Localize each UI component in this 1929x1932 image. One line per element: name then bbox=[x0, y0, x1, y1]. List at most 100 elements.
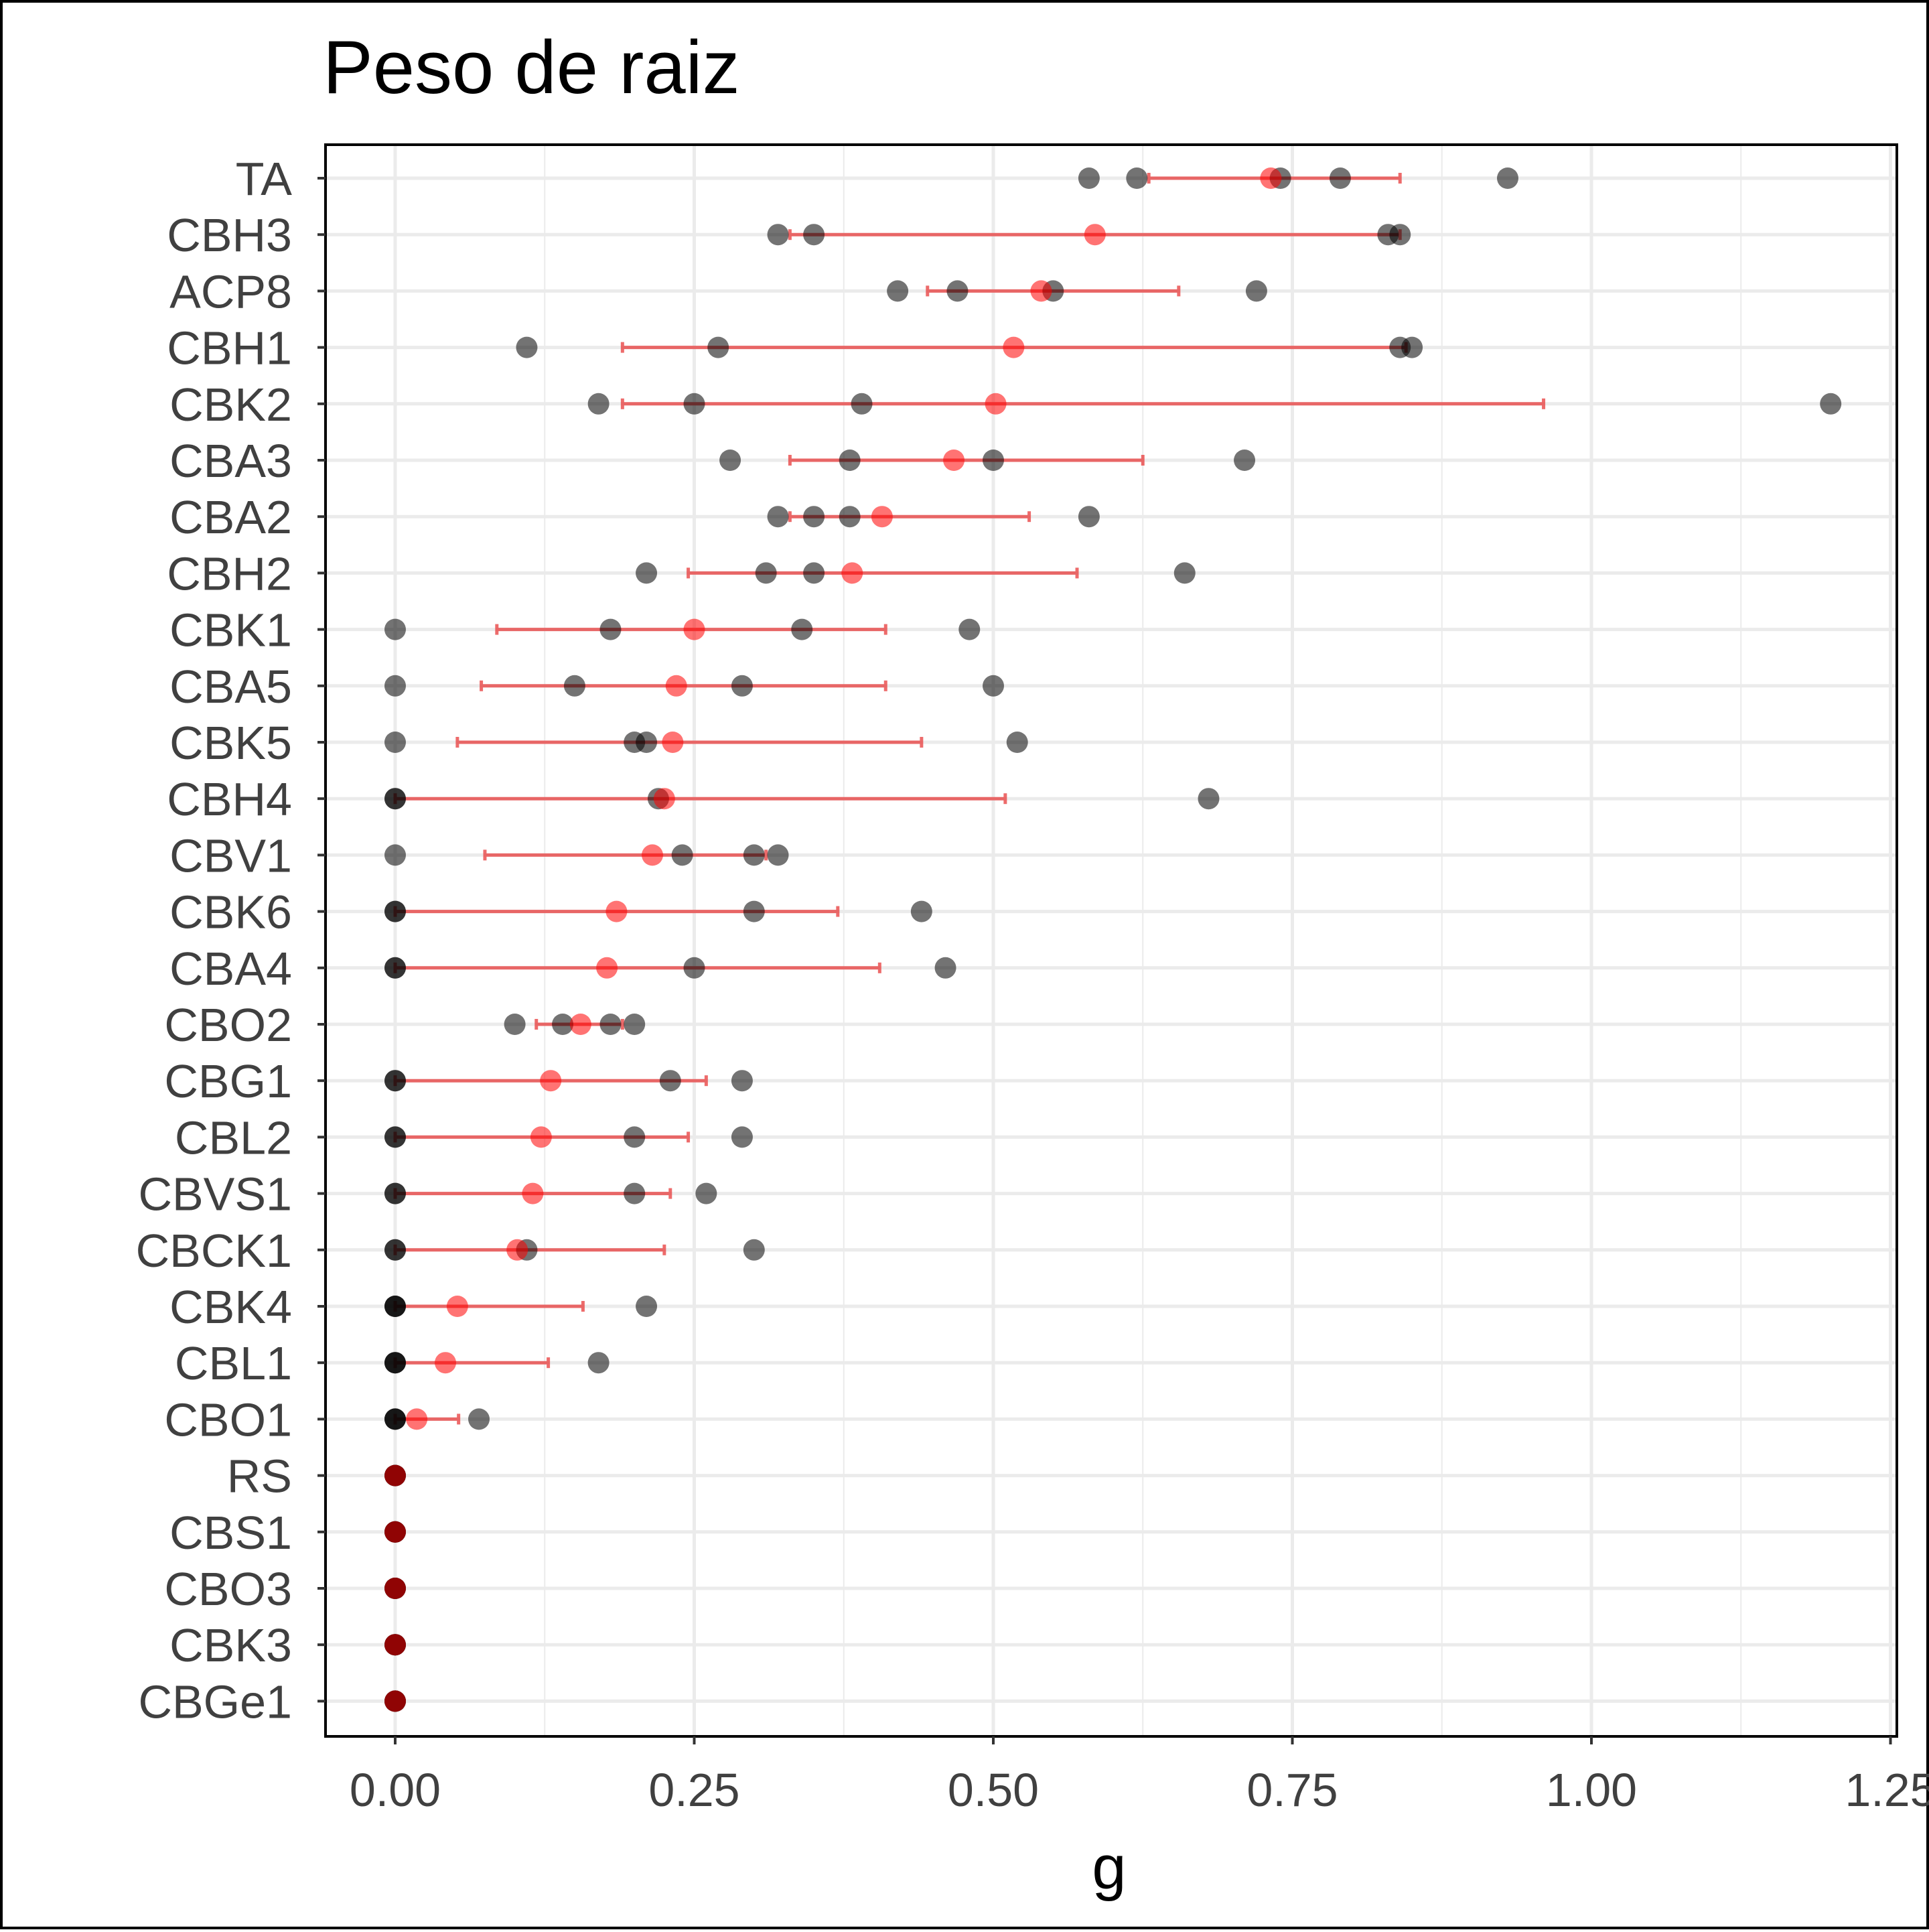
data-point bbox=[1078, 506, 1100, 528]
x-tick-label: 1.25 bbox=[1845, 1764, 1929, 1816]
data-point bbox=[707, 336, 729, 358]
y-tick-label: CBG1 bbox=[164, 1055, 292, 1107]
y-tick-label: CBK4 bbox=[169, 1281, 292, 1333]
data-point bbox=[384, 618, 406, 640]
data-point bbox=[671, 844, 693, 866]
data-point bbox=[719, 450, 741, 471]
mean-point bbox=[641, 844, 663, 866]
y-tick-label: CBA2 bbox=[169, 491, 292, 543]
data-point bbox=[1820, 393, 1842, 415]
mean-point bbox=[1084, 224, 1106, 246]
root-weight-chart: Peso de raiz TACBH3ACP8CBH1CBK2CBA3CBA2C… bbox=[136, 25, 1929, 1902]
error-bar bbox=[620, 398, 1546, 409]
y-tick-label: ACP8 bbox=[169, 265, 292, 318]
data-point bbox=[599, 618, 622, 640]
data-point bbox=[563, 675, 585, 697]
mean-point bbox=[384, 1578, 406, 1599]
data-point bbox=[1078, 167, 1100, 189]
data-point bbox=[695, 1182, 717, 1204]
mean-point bbox=[446, 1296, 468, 1317]
y-tick-label: CBL1 bbox=[175, 1337, 292, 1389]
data-point bbox=[468, 1408, 490, 1430]
y-tick-label: CBH2 bbox=[167, 547, 292, 600]
mean-point bbox=[943, 450, 965, 471]
error-bar bbox=[687, 567, 1079, 579]
mean-point bbox=[384, 1690, 406, 1712]
mean-point bbox=[384, 1521, 406, 1543]
data-point bbox=[839, 506, 861, 528]
y-tick-label: CBVS1 bbox=[138, 1168, 292, 1221]
data-point bbox=[1329, 167, 1351, 189]
data-point bbox=[587, 1352, 610, 1374]
x-tick-label: 0.00 bbox=[350, 1764, 441, 1816]
y-tick-label: CBGe1 bbox=[138, 1675, 292, 1728]
data-point bbox=[384, 1296, 406, 1317]
data-point bbox=[384, 1182, 406, 1204]
data-point bbox=[683, 957, 705, 979]
y-tick-label: CBA4 bbox=[169, 943, 292, 995]
mean-point bbox=[841, 562, 863, 584]
y-tick-label: CBK5 bbox=[169, 717, 292, 769]
data-point bbox=[516, 336, 538, 358]
data-point bbox=[1126, 167, 1148, 189]
mean-point bbox=[653, 788, 675, 810]
data-point bbox=[731, 1070, 753, 1092]
y-tick-label: CBH4 bbox=[167, 773, 292, 825]
y-tick-label: TA bbox=[236, 153, 293, 205]
y-axis-tick-labels: TACBH3ACP8CBH1CBK2CBA3CBA2CBH2CBK1CBA5CB… bbox=[136, 153, 326, 1728]
data-point bbox=[636, 562, 658, 584]
mean-layer bbox=[384, 167, 1282, 1712]
data-point bbox=[384, 1408, 406, 1430]
data-point bbox=[934, 957, 956, 979]
data-point bbox=[743, 844, 765, 866]
y-tick-label: CBO2 bbox=[164, 999, 292, 1051]
x-tick-label: 0.75 bbox=[1246, 1764, 1338, 1816]
mean-point bbox=[1003, 336, 1025, 358]
mean-point bbox=[384, 1464, 406, 1487]
data-point bbox=[731, 1126, 753, 1148]
error-bar bbox=[788, 511, 1031, 523]
data-point bbox=[384, 844, 406, 866]
y-tick-label: CBV1 bbox=[169, 829, 292, 882]
plot-panel-border bbox=[324, 143, 1898, 1738]
data-point bbox=[587, 393, 610, 415]
y-tick-label: CBL2 bbox=[175, 1111, 292, 1164]
data-point bbox=[743, 1239, 765, 1261]
y-tick-label: CBO1 bbox=[164, 1393, 292, 1446]
data-point bbox=[1006, 732, 1028, 753]
data-point bbox=[384, 957, 406, 979]
mean-point bbox=[871, 506, 893, 528]
data-point bbox=[384, 1070, 406, 1092]
data-point bbox=[958, 618, 981, 640]
mean-point bbox=[569, 1014, 591, 1035]
mean-point bbox=[506, 1239, 528, 1261]
mean-point bbox=[1030, 280, 1052, 302]
error-bar bbox=[393, 1301, 585, 1312]
mean-point bbox=[605, 900, 628, 922]
data-point bbox=[504, 1014, 526, 1035]
mean-point bbox=[596, 957, 618, 979]
data-point bbox=[803, 506, 825, 528]
mean-point bbox=[662, 732, 684, 753]
data-point bbox=[552, 1014, 574, 1035]
data-point bbox=[946, 280, 969, 302]
error-bar bbox=[393, 793, 1007, 805]
data-point bbox=[983, 450, 1004, 471]
y-tick-label: CBK6 bbox=[169, 886, 292, 939]
error-bar bbox=[483, 849, 768, 861]
data-point bbox=[384, 1126, 406, 1148]
y-tick-label: CBH1 bbox=[167, 322, 292, 374]
x-tick-label: 1.00 bbox=[1546, 1764, 1637, 1816]
x-axis-tick-labels: 0.00 0.25 0.50 0.75 1.00 1.25 bbox=[350, 1736, 1929, 1816]
error-bar bbox=[393, 1357, 551, 1369]
y-tick-label: CBO3 bbox=[164, 1563, 292, 1615]
data-point bbox=[1496, 167, 1518, 189]
mean-point bbox=[683, 618, 705, 640]
data-point bbox=[683, 393, 705, 415]
data-point bbox=[384, 1239, 406, 1261]
y-tick-label: CBA5 bbox=[169, 661, 292, 713]
data-point bbox=[636, 1296, 658, 1317]
data-point bbox=[624, 1014, 646, 1035]
mean-point bbox=[435, 1352, 457, 1374]
